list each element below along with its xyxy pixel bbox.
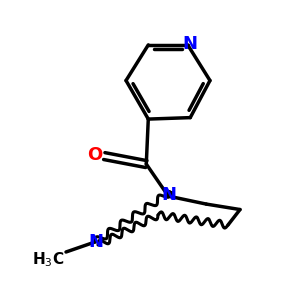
Text: O: O xyxy=(87,146,102,164)
Text: H$_3$C: H$_3$C xyxy=(32,251,64,269)
Text: N: N xyxy=(162,186,177,204)
Text: N: N xyxy=(88,233,104,251)
Text: N: N xyxy=(182,35,197,53)
